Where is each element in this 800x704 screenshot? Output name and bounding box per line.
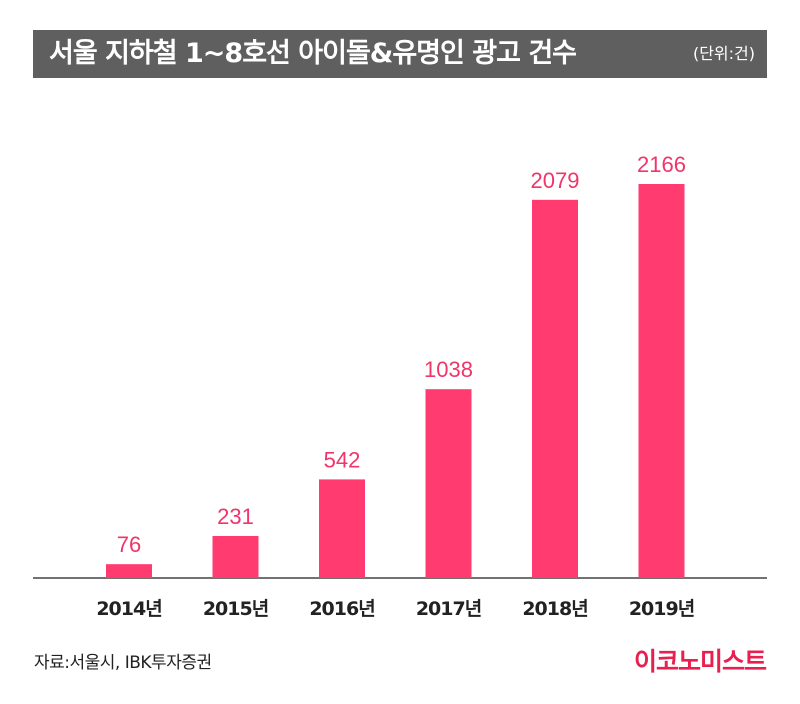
x-tick-label: 2018년 bbox=[522, 598, 587, 620]
x-tick-label: 2014년 bbox=[96, 598, 161, 620]
x-tick-label: 2019년 bbox=[629, 598, 694, 620]
bar-2015년 bbox=[212, 535, 259, 578]
value-label-2015년: 231 bbox=[217, 504, 254, 529]
title-bar: 서울 지하철 1~8호선 아이돌&유명인 광고 건수 (단위:건) bbox=[33, 30, 767, 78]
bar-2016년 bbox=[319, 479, 365, 578]
x-tick-label: 2017년 bbox=[416, 598, 481, 620]
value-label-2016년: 542 bbox=[324, 447, 361, 472]
x-tick-label: 2016년 bbox=[309, 598, 374, 620]
bars-group bbox=[106, 184, 685, 578]
chart-title: 서울 지하철 1~8호선 아이돌&유명인 광고 건수 bbox=[49, 38, 577, 69]
value-labels-group: 76 231 542 1038 2079 2166 bbox=[117, 152, 686, 557]
value-label-2017년: 1038 bbox=[424, 357, 473, 382]
bar-2019년 bbox=[638, 184, 685, 578]
x-tick-labels-group: 2014년 2015년 2016년 2017년 2018년 2019년 bbox=[96, 598, 695, 620]
bar-2014년 bbox=[106, 564, 152, 578]
bar-2018년 bbox=[532, 199, 578, 578]
bar-2017년 bbox=[425, 389, 472, 578]
x-tick-label: 2015년 bbox=[203, 598, 268, 620]
value-label-2014년: 76 bbox=[117, 532, 141, 557]
unit-label: (단위:건) bbox=[692, 44, 755, 63]
brand-logo: 이코노미스트 bbox=[633, 647, 767, 676]
value-label-2018년: 2079 bbox=[531, 168, 580, 193]
source-note: 자료:서울시, IBK투자증권 bbox=[34, 653, 212, 673]
value-label-2019년: 2166 bbox=[637, 152, 686, 177]
